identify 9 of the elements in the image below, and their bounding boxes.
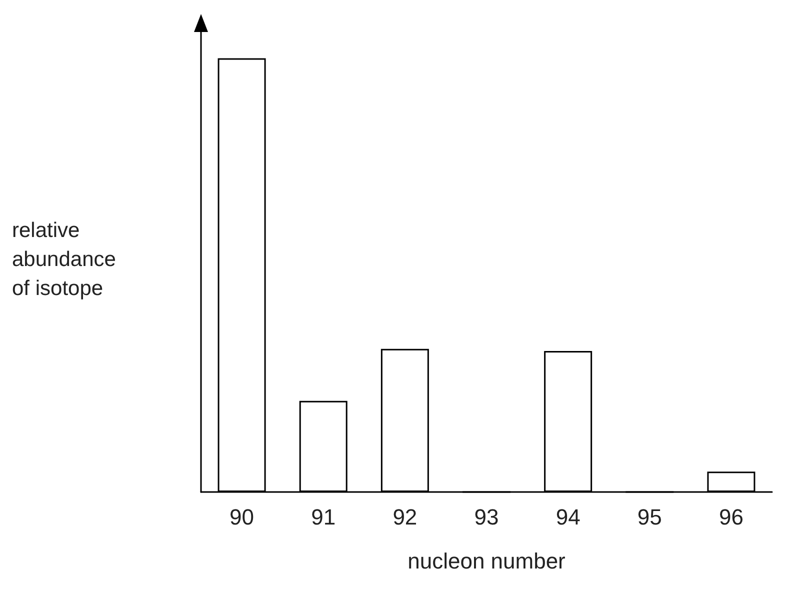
x-tick-label: 90 — [230, 504, 254, 530]
x-tick-label: 91 — [311, 504, 336, 530]
x-tick-label: 94 — [556, 504, 580, 530]
x-tick-label: 95 — [637, 504, 662, 530]
x-axis-title: nucleon number — [408, 548, 566, 574]
x-tick-label: 92 — [392, 504, 418, 530]
x-tick-label: 96 — [718, 504, 744, 530]
x-tick-label: 93 — [474, 504, 499, 530]
y-axis-title: relative abundance of isotope — [12, 219, 122, 300]
